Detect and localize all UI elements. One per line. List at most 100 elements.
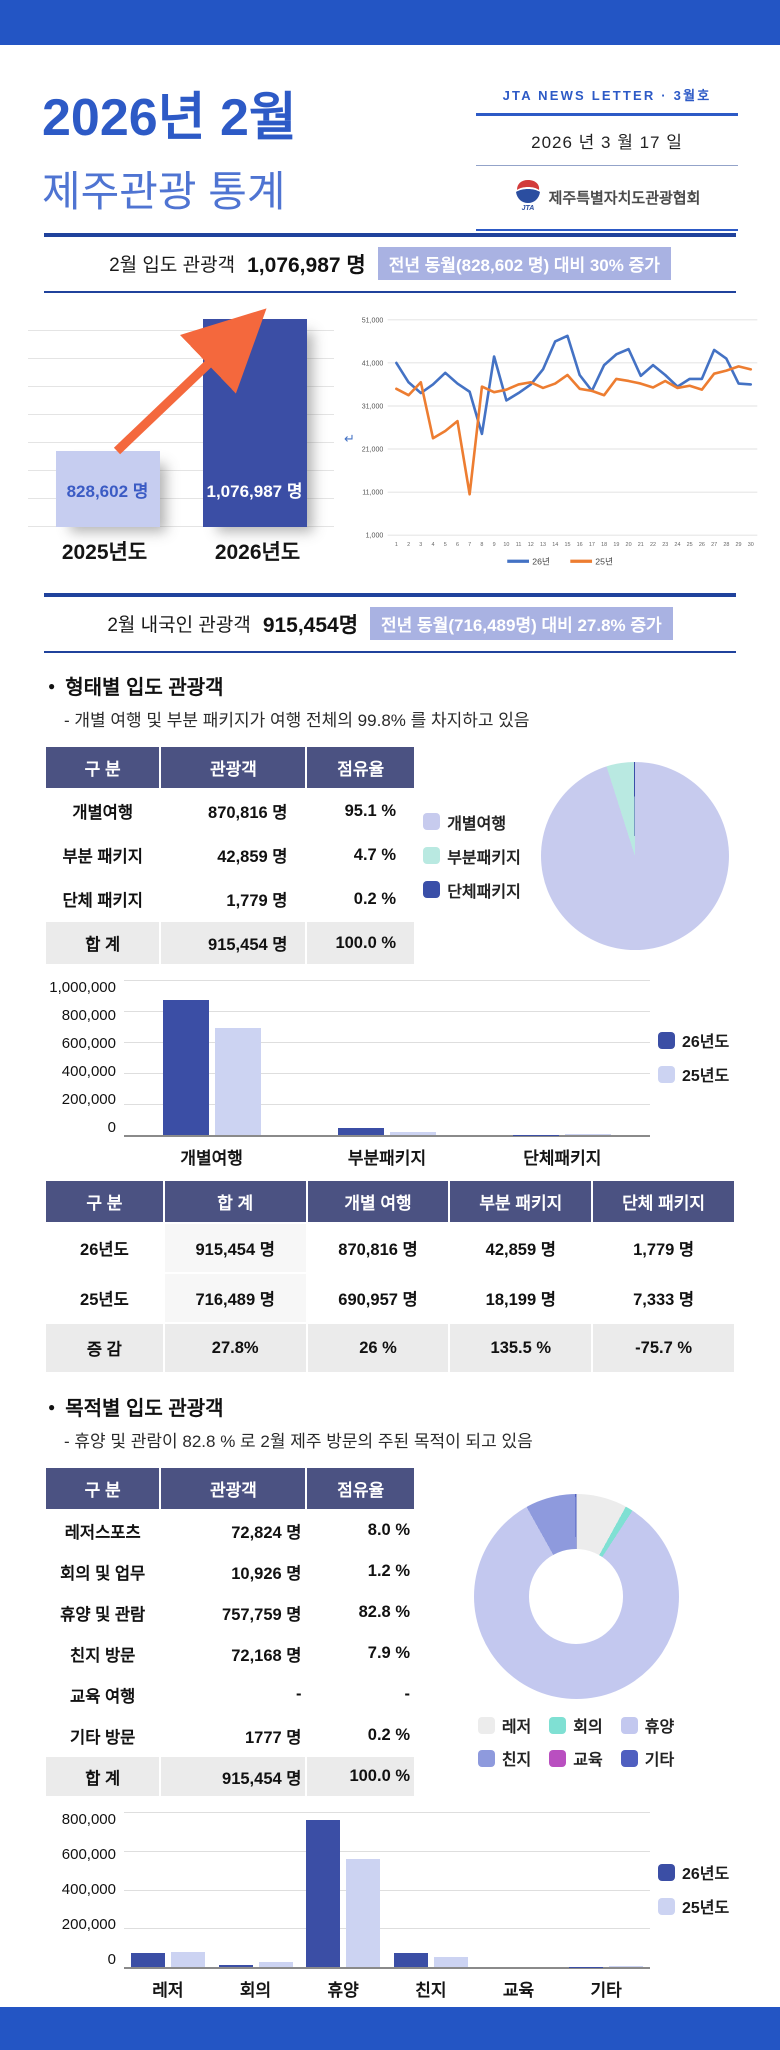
table-cell: 합 계 bbox=[46, 922, 160, 964]
legend-label: 부분패키지 bbox=[447, 849, 521, 867]
table-cell: 757,759 명 bbox=[161, 1593, 306, 1632]
table-row: 25년도 716,489 명 690,957 명 18,199 명 7,333 명 bbox=[46, 1274, 734, 1322]
table-cell: 부분 패키지 bbox=[46, 834, 160, 876]
stat-badge: 전년 동월(716,489명) 대비 27.8% 증가 bbox=[370, 607, 673, 640]
stat-badge: 전년 동월(828,602 명) 대비 30% 증가 bbox=[377, 247, 671, 280]
bar-26년도-레저 bbox=[130, 1952, 165, 1967]
legend-item: 레저 bbox=[477, 1713, 531, 1737]
page-title: 2026년 2월 bbox=[42, 89, 297, 147]
legend-swatch bbox=[549, 1749, 567, 1767]
svg-text:24: 24 bbox=[674, 542, 680, 548]
table-cell: 26년도 bbox=[46, 1224, 163, 1272]
table-cell: 7.9 % bbox=[307, 1634, 414, 1673]
table-cell: 690,957 명 bbox=[307, 1274, 449, 1322]
svg-text:23: 23 bbox=[662, 542, 668, 548]
category-2025: 2025년도 bbox=[61, 541, 148, 564]
newsletter-label: JTA NEWS LETTER · 3월호 bbox=[502, 88, 712, 103]
table-header-cell: 관광객 bbox=[161, 747, 306, 788]
bar-2026: 1,076,987 명 bbox=[202, 318, 307, 527]
table-cell: 회의 및 업무 bbox=[46, 1552, 160, 1591]
bar-25년도-회의 bbox=[258, 1961, 293, 1967]
top-charts-row: 828,602 명 1,076,987 명 2025년도 2026년도 bbox=[0, 293, 780, 593]
svg-text:1: 1 bbox=[395, 542, 398, 548]
table-cell: 72,168 명 bbox=[161, 1634, 306, 1673]
svg-text:28: 28 bbox=[723, 542, 729, 548]
bar-26년도-회의 bbox=[218, 1964, 253, 1967]
pie-chart bbox=[540, 761, 729, 950]
table-cell: 100.0 % bbox=[307, 922, 414, 964]
type-share-table: 구 분 관광객 점유율 개별여행 870,816 명 95.1 % 부분 패키지 42,859… bbox=[44, 745, 416, 966]
legend-item: 회의 bbox=[549, 1713, 603, 1737]
table-row: 26년도 915,454 명 870,816 명 42,859 명 1,779 명 bbox=[46, 1224, 734, 1272]
legend-swatch bbox=[423, 813, 441, 830]
legend-item: 25년도 bbox=[658, 1894, 750, 1918]
svg-text:8: 8 bbox=[480, 542, 483, 548]
table-row: 합 계 915,454 명 100.0 % bbox=[46, 922, 414, 964]
jta-logo-icon: JTA bbox=[514, 179, 542, 216]
legend-label: 25년도 bbox=[682, 1068, 730, 1085]
svg-text:10: 10 bbox=[503, 542, 509, 548]
table-cell: 레저스포츠 bbox=[46, 1511, 160, 1550]
table-cell: 26 % bbox=[307, 1324, 449, 1372]
svg-text:6: 6 bbox=[456, 542, 459, 548]
legend-item: 단체패키지 bbox=[423, 878, 521, 902]
org-name: 제주특별자치도관광협회 bbox=[548, 190, 701, 207]
table-header-cell: 구 분 bbox=[46, 1181, 163, 1222]
table-cell: 915,454 명 bbox=[161, 1757, 306, 1796]
top-banner bbox=[0, 0, 780, 45]
svg-text:20: 20 bbox=[626, 542, 632, 548]
divider bbox=[476, 165, 738, 166]
table-header-cell: 구 분 bbox=[46, 747, 160, 788]
bar-25년도-기타 bbox=[609, 1966, 644, 1967]
header: 2026년 2월 제주관광 통계 JTA NEWS LETTER · 3월호 2… bbox=[0, 45, 780, 233]
yearly-compare-chart: 828,602 명 1,076,987 명 2025년도 2026년도 bbox=[28, 303, 334, 591]
svg-text:29: 29 bbox=[736, 542, 742, 548]
issue-info: JTA NEWS LETTER · 3월호 2026 년 3 월 17 일 JT… bbox=[476, 85, 738, 231]
category-labels: 레저 회의 휴양 친지 교육 기타 bbox=[152, 1981, 622, 2000]
legend-item: 휴양 bbox=[620, 1713, 674, 1737]
svg-text:9: 9 bbox=[493, 542, 496, 548]
table-cell: 0.2 % bbox=[307, 1716, 414, 1755]
svg-text:25년: 25년 bbox=[595, 556, 613, 566]
table-row: 개별여행 870,816 명 95.1 % bbox=[46, 790, 414, 832]
table-header-cell: 구 분 bbox=[46, 1468, 160, 1509]
table-cell: 증 감 bbox=[46, 1324, 163, 1372]
bar-26년도-휴양 bbox=[306, 1820, 341, 1967]
svg-text:JTA: JTA bbox=[521, 205, 534, 211]
bar-26년도-친지 bbox=[393, 1953, 428, 1967]
table-cell: 135.5 % bbox=[450, 1324, 592, 1372]
table-cell: 1777 명 bbox=[161, 1716, 306, 1755]
table-header-cell: 단체 패키지 bbox=[593, 1181, 734, 1222]
bar-25년도-레저 bbox=[170, 1951, 205, 1967]
bar-25년도-친지 bbox=[433, 1957, 468, 1967]
table-row: 합 계 915,454 명 100.0 % bbox=[46, 1757, 414, 1796]
legend-swatch bbox=[658, 1863, 675, 1881]
bar-group bbox=[475, 980, 650, 1135]
svg-text:26: 26 bbox=[699, 542, 705, 548]
svg-text:11: 11 bbox=[516, 542, 522, 548]
compare-plot: 828,602 명 1,076,987 명 bbox=[28, 303, 334, 527]
svg-text:41,000: 41,000 bbox=[362, 360, 384, 367]
section-subtitle-type: - 개별 여행 및 부분 패키지가 여행 전체의 99.8% 를 차지하고 있음 bbox=[64, 711, 530, 730]
section-subtitle-purpose: - 휴양 및 관람이 82.8 % 로 2월 제주 방문의 주된 목적이 되고 … bbox=[64, 1432, 533, 1451]
data-table: 구 분 관광객 점유율 개별여행 870,816 명 95.1 % 부분 패키지 42,859… bbox=[44, 745, 416, 966]
section-title-text: 형태별 입도 관광객 bbox=[65, 677, 224, 699]
legend-swatch bbox=[620, 1749, 638, 1767]
table-row: 부분 패키지 42,859 명 4.7 % bbox=[46, 834, 414, 876]
legend-label: 26년도 bbox=[682, 1034, 730, 1051]
table-cell: 1.2 % bbox=[307, 1552, 414, 1591]
svg-text:19: 19 bbox=[613, 542, 619, 548]
svg-text:22: 22 bbox=[650, 542, 656, 548]
footer-banner bbox=[0, 2007, 780, 2050]
svg-text:21: 21 bbox=[638, 542, 644, 548]
svg-text:7: 7 bbox=[468, 542, 471, 548]
table-row: 기타 방문 1777 명 0.2 % bbox=[46, 1716, 414, 1755]
section-title-type: ● 형태별 입도 관광객 bbox=[48, 671, 780, 700]
table-cell: 72,824 명 bbox=[161, 1511, 306, 1550]
stat-label: 2월 입도 관광객 bbox=[109, 255, 236, 276]
svg-text:21,000: 21,000 bbox=[362, 447, 384, 454]
svg-text:31,000: 31,000 bbox=[362, 403, 384, 410]
